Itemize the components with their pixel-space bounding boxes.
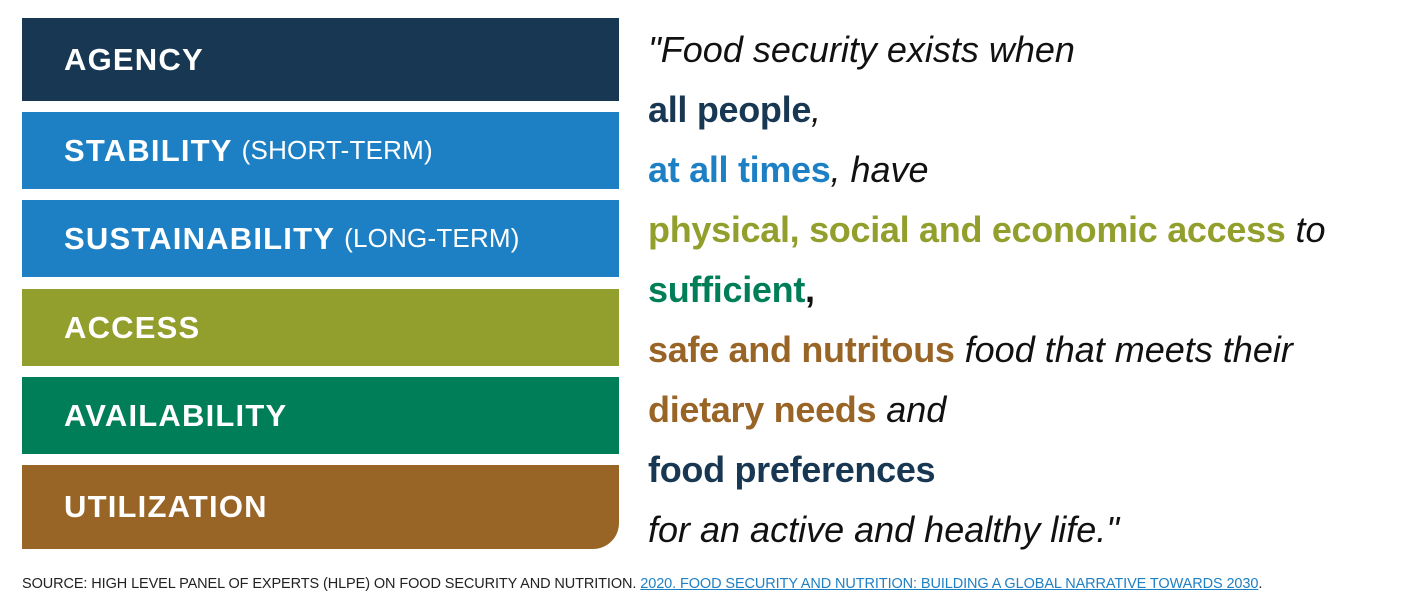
band-utilization: UTILIZATION <box>22 465 619 549</box>
highlight-sufficient: sufficient <box>648 269 806 310</box>
quote-line-1: "Food security exists when <box>648 29 1075 70</box>
band-label: ACCESS <box>64 309 201 345</box>
band-label: UTILIZATION <box>64 489 268 524</box>
highlight-dietary-needs: dietary needs <box>648 389 877 430</box>
quote-line-3: at all times, have <box>648 149 929 190</box>
quote-line-4: physical, social and economic access to <box>648 209 1326 250</box>
food-security-definition-quote: "Food security exists when all people, a… <box>648 20 1326 560</box>
highlight-all-people: all people <box>648 89 812 130</box>
quote-line-8: food preferences <box>648 440 1326 500</box>
quote-line-9: for an active and healthy life." <box>648 509 1120 550</box>
highlight-safe-nutritious: safe and nutritous <box>648 329 955 370</box>
highlight-food-preferences: food preferences <box>648 449 936 490</box>
band-access: ACCESS <box>22 289 619 366</box>
band-stability: STABILITY (SHORT-TERM) <box>22 112 619 189</box>
band-sustainability: SUSTAINABILITY (LONG-TERM) <box>22 200 619 277</box>
quote-line-5: sufficient, <box>648 269 815 310</box>
band-label: SUSTAINABILITY <box>64 220 336 256</box>
band-sublabel: (LONG-TERM) <box>344 223 520 253</box>
source-suffix: . <box>1258 576 1263 592</box>
band-label: AVAILABILITY <box>64 397 288 433</box>
quote-line-7: dietary needs and <box>648 389 947 430</box>
band-label: STABILITY <box>64 132 233 168</box>
highlight-at-all-times: at all times <box>648 149 831 190</box>
band-label: AGENCY <box>64 41 204 77</box>
source-citation: SOURCE: HIGH LEVEL PANEL OF EXPERTS (HLP… <box>22 576 1262 592</box>
band-agency: AGENCY <box>22 18 619 101</box>
quote-line-6: safe and nutritous food that meets their <box>648 329 1293 370</box>
source-prefix: SOURCE: HIGH LEVEL PANEL OF EXPERTS (HLP… <box>22 576 641 592</box>
band-availability: AVAILABILITY <box>22 377 619 454</box>
highlight-access: physical, social and economic access <box>648 209 1286 250</box>
quote-line-2: all people, <box>648 89 822 130</box>
source-link[interactable]: 2020. FOOD SECURITY AND NUTRITION: BUILD… <box>640 576 1259 592</box>
band-sublabel: (SHORT-TERM) <box>241 135 433 165</box>
